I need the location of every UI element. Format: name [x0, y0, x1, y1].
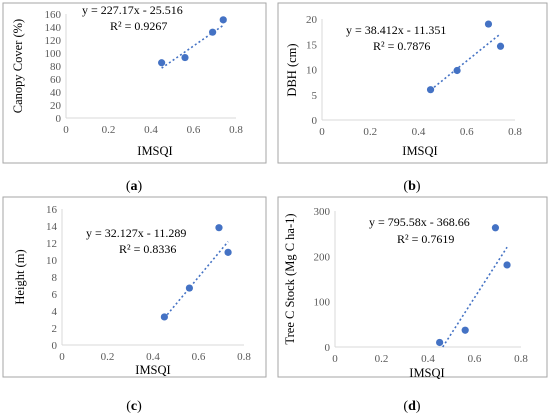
y-tick-label: 0	[312, 115, 318, 127]
panel-d: 0 100 200 300 0 0.2 0.4 0.6 0.8 IMSQI Tree C Stock…	[277, 196, 548, 380]
regression-equation: y = 227.17x - 25.516	[82, 3, 183, 17]
trend-line	[161, 24, 224, 69]
y-tick-label: 40	[50, 87, 62, 99]
x-tick-label: 0.2	[101, 351, 115, 363]
trend-line	[163, 241, 229, 319]
trend-line	[430, 33, 502, 91]
x-tick-label: 0.4	[421, 353, 435, 365]
y-tick-label: 15	[306, 39, 318, 51]
panel-caption: (b)	[403, 179, 420, 194]
y-tick-label: 140	[45, 22, 62, 34]
x-axis-label: IMSQI	[137, 144, 172, 158]
y-tick-label: 100	[45, 48, 62, 60]
regression-equation: y = 38.412x - 11.351	[346, 23, 446, 37]
data-point	[224, 248, 232, 256]
x-tick-label: 0.2	[363, 126, 377, 138]
x-axis-label: IMSQI	[402, 144, 437, 158]
r-squared: R² = 0.9267	[110, 19, 167, 33]
data-point	[158, 59, 166, 67]
data-point	[496, 42, 505, 50]
x-tick-label: 0	[63, 124, 69, 136]
x-tick-label: 0.6	[187, 124, 201, 136]
data-point	[160, 313, 168, 321]
y-tick-label: 10	[46, 255, 58, 267]
y-tick-label: 60	[50, 74, 62, 86]
x-tick-label: 0	[59, 351, 65, 363]
x-tick-label: 0.8	[237, 351, 251, 363]
x-tick-label: 0.8	[508, 126, 522, 138]
x-tick-label: 0.2	[375, 353, 389, 365]
x-tick-label: 0.4	[144, 124, 158, 136]
data-point	[426, 86, 435, 94]
r-squared: R² = 0.7619	[397, 232, 454, 246]
x-tick-label: 0.6	[468, 353, 482, 365]
y-tick-label: 14	[46, 221, 58, 233]
panel-caption: (d)	[403, 399, 420, 414]
data-point	[461, 326, 469, 334]
y-tick-label: 200	[314, 251, 331, 263]
y-tick-label: 0	[56, 113, 62, 125]
panel-frame	[2, 196, 267, 378]
data-point	[491, 224, 500, 232]
x-tick-label: 0.6	[192, 351, 206, 363]
data-point	[503, 261, 511, 269]
x-tick-label: 0.4	[146, 351, 160, 363]
x-axis-label: IMSQI	[409, 366, 444, 380]
y-tick-label: 4	[52, 306, 58, 318]
r-squared: R² = 0.7876	[373, 39, 430, 53]
data-point	[453, 66, 461, 75]
y-axis-label: Canopy Cover (%)	[11, 19, 25, 113]
x-tick-label: 0.4	[412, 126, 426, 138]
y-tick-label: 160	[45, 9, 62, 21]
x-axis-label: IMSQI	[135, 363, 170, 377]
r-squared: R² = 0.8336	[119, 242, 176, 256]
x-tick-label: 0.6	[460, 126, 474, 138]
panel-b: 0 5 10 15 20 0 0.2 0.4 0.6 0.8 IMSQI DBH (cm) y = 38…	[277, 2, 548, 164]
trend-line	[442, 246, 508, 348]
data-point	[219, 16, 227, 24]
y-tick-label: 12	[46, 238, 57, 250]
data-point	[181, 53, 189, 62]
y-tick-label: 20	[306, 14, 318, 26]
data-point	[484, 20, 493, 28]
y-tick-label: 10	[306, 65, 318, 77]
regression-equation: y = 32.127x - 11.289	[86, 226, 186, 240]
data-point	[209, 28, 217, 36]
y-tick-label: 0	[52, 340, 58, 352]
panel-frame	[277, 2, 548, 164]
y-tick-label: 300	[314, 206, 331, 218]
panel-frame	[2, 2, 267, 164]
x-tick-label: 0	[332, 353, 338, 365]
panel-c: 0 2 4 6 8 10 12 14 16 0 0.2 0.4 0.6 0.8 IMSQI Height (m…	[2, 196, 267, 378]
data-point	[215, 224, 223, 232]
y-tick-label: 80	[50, 61, 62, 73]
y-tick-label: 20	[50, 100, 62, 112]
x-tick-label: 0.8	[229, 124, 243, 136]
x-tick-label: 0	[319, 126, 325, 138]
x-tick-label: 0.8	[514, 353, 528, 365]
y-tick-label: 0	[325, 342, 331, 354]
y-tick-label: 6	[52, 289, 58, 301]
y-tick-label: 5	[312, 90, 318, 102]
y-axis-label: Height (m)	[13, 249, 27, 304]
y-tick-label: 100	[314, 297, 331, 309]
data-point	[185, 284, 193, 292]
y-tick-label: 120	[45, 35, 62, 47]
panel-caption: (a)	[126, 179, 143, 194]
data-point	[436, 338, 444, 347]
y-tick-label: 16	[46, 204, 58, 216]
regression-equation: y = 795.58x - 368.66	[369, 215, 470, 229]
y-tick-label: 8	[52, 272, 58, 284]
y-tick-label: 2	[52, 323, 58, 335]
y-axis-label: Tree C Stock (Mg C ha-1)	[283, 213, 297, 344]
x-tick-label: 0.2	[102, 124, 116, 136]
panel-caption: (c)	[126, 399, 142, 414]
y-axis-label: DBH (cm)	[285, 43, 299, 96]
